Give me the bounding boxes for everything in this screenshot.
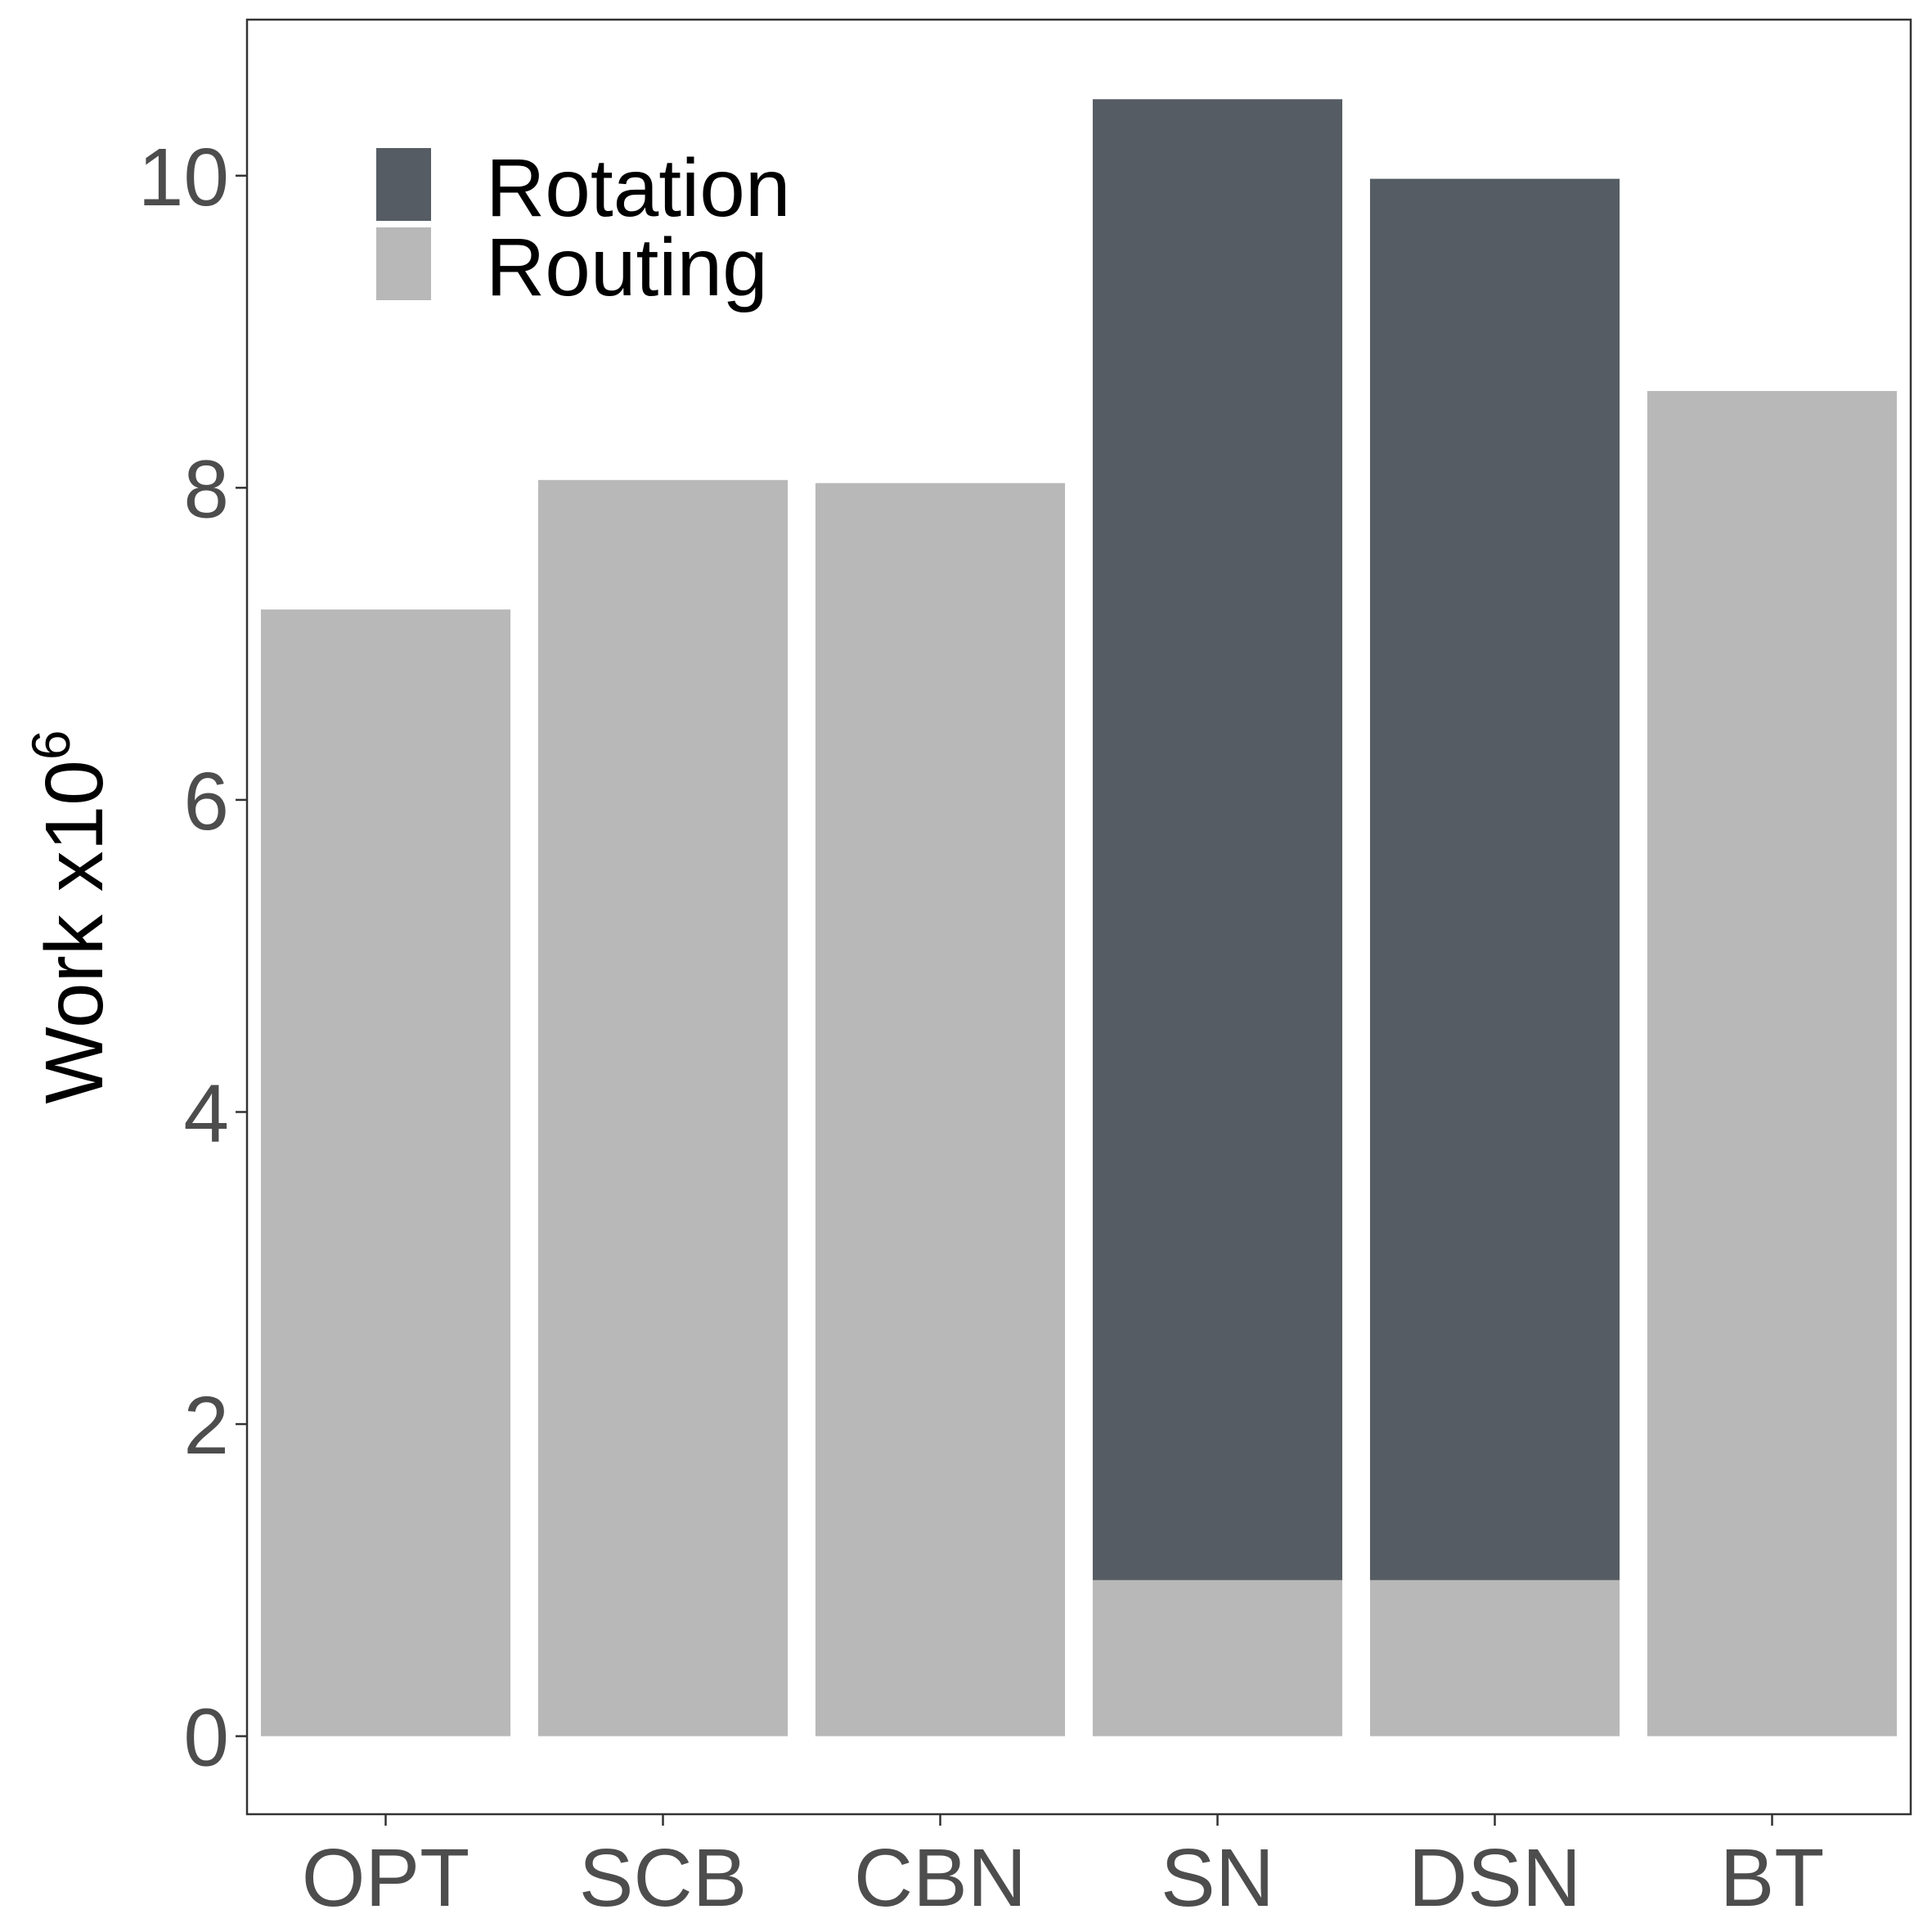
y-axis: 0 2 4 6 8 10 bbox=[138, 132, 247, 1784]
bar-routing-dsn bbox=[1369, 1579, 1620, 1737]
x-tick-label: SN bbox=[1161, 1832, 1274, 1924]
y-tick-label: 6 bbox=[183, 756, 229, 847]
bar-routing-sn bbox=[1092, 1579, 1343, 1737]
bar-rotation-sn bbox=[1092, 99, 1343, 1580]
legend-swatch-rotation bbox=[376, 148, 431, 221]
legend-label-routing: Routing bbox=[486, 222, 768, 313]
y-tick-label: 0 bbox=[183, 1692, 229, 1784]
y-axis-title: Work x106 bbox=[20, 730, 120, 1103]
y-tick-label: 10 bbox=[138, 132, 229, 223]
bar-routing-opt bbox=[260, 609, 511, 1737]
y-tick-label: 4 bbox=[183, 1067, 229, 1159]
bar-routing-bt bbox=[1647, 391, 1898, 1737]
x-tick-label: BT bbox=[1720, 1832, 1825, 1924]
plot-border bbox=[245, 18, 1912, 1816]
x-tick-label: SCB bbox=[579, 1832, 748, 1924]
y-axis-title-main: Work x10 bbox=[29, 760, 120, 1104]
bar-routing-scb bbox=[537, 479, 789, 1737]
x-axis: OPT SCB CBN SN DSN BT bbox=[302, 1814, 1825, 1924]
x-tick-label: DSN bbox=[1409, 1832, 1581, 1924]
y-tick-label: 8 bbox=[183, 443, 229, 535]
y-axis-title-exponent: 6 bbox=[20, 730, 81, 760]
bars-layer bbox=[260, 99, 1898, 1737]
x-tick-label: CBN bbox=[854, 1832, 1027, 1924]
legend-label-rotation: Rotation bbox=[486, 142, 790, 234]
legend-swatch-routing bbox=[376, 227, 431, 300]
y-tick-label: 2 bbox=[183, 1380, 229, 1471]
bar-rotation-dsn bbox=[1369, 178, 1620, 1580]
x-tick-label: OPT bbox=[302, 1832, 470, 1924]
legend: Rotation Routing bbox=[376, 142, 790, 313]
bar-routing-cbn bbox=[815, 483, 1066, 1737]
